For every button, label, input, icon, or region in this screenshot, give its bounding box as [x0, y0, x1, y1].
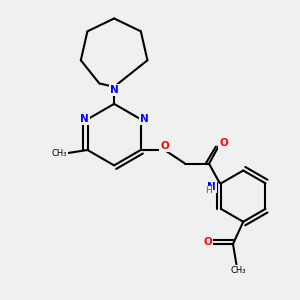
- Text: N: N: [110, 85, 118, 95]
- Text: H: H: [205, 187, 212, 196]
- Text: N: N: [207, 182, 216, 192]
- Text: N: N: [140, 114, 148, 124]
- Text: O: O: [160, 141, 169, 151]
- Text: O: O: [219, 138, 228, 148]
- Text: CH₃: CH₃: [230, 266, 246, 275]
- Text: CH₃: CH₃: [51, 149, 67, 158]
- Text: O: O: [204, 237, 212, 247]
- Text: N: N: [80, 114, 88, 124]
